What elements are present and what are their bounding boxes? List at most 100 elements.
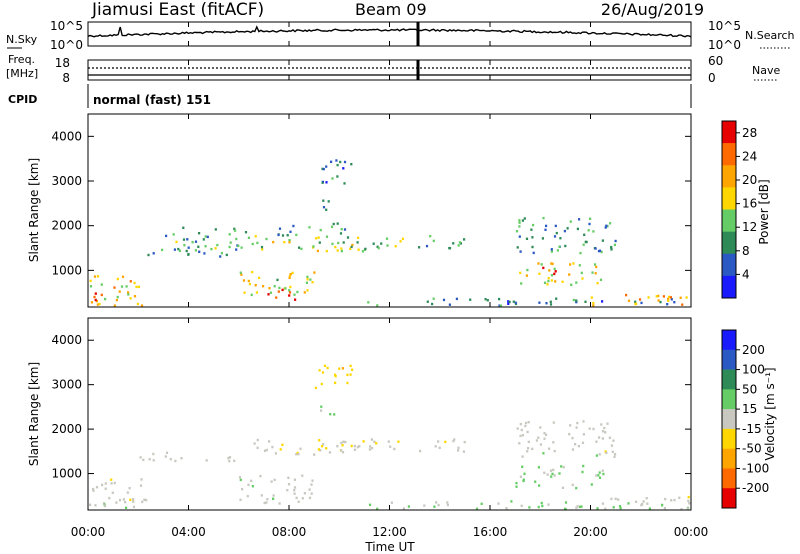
echo-cell — [293, 489, 296, 492]
echo-cell — [614, 239, 617, 243]
echo-cell — [321, 167, 324, 171]
echo-cell — [254, 235, 257, 238]
echo-cell — [306, 289, 309, 292]
echo-cell — [592, 304, 595, 307]
echo-cell — [289, 285, 292, 289]
echo-cell — [95, 299, 98, 303]
echo-cell — [272, 497, 275, 500]
echo-cell — [595, 454, 598, 457]
echo-cell — [554, 280, 557, 283]
echo-cell — [165, 234, 168, 238]
echo-cell — [604, 226, 607, 229]
echo-cell — [317, 448, 320, 451]
echo-cell — [550, 475, 553, 478]
echo-cell — [350, 163, 353, 166]
echo-cell — [610, 444, 613, 447]
echo-cell — [325, 208, 328, 211]
echo-cell — [337, 241, 340, 245]
nsearch-tick-top: 10^5 — [708, 19, 741, 33]
echo-cell — [98, 302, 101, 306]
echo-cell — [353, 444, 356, 448]
echo-cell — [670, 499, 673, 502]
echo-cell — [277, 290, 280, 293]
echo-cell — [214, 228, 217, 231]
echo-cell — [251, 270, 254, 274]
echo-cell — [268, 287, 271, 290]
echo-cell — [612, 506, 615, 509]
echo-cell — [315, 237, 318, 240]
echo-cell — [551, 472, 554, 476]
echo-cell — [523, 217, 526, 220]
echo-cell — [469, 298, 472, 301]
echo-cell — [604, 450, 607, 453]
colorbar-swatch — [722, 143, 736, 166]
colorbar-tick-label: 100 — [742, 363, 765, 377]
echo-cell — [595, 265, 598, 269]
colorbar-tick-label: -200 — [742, 481, 769, 495]
echo-cell — [667, 299, 670, 302]
echo-cell — [548, 447, 551, 450]
echo-cell — [327, 200, 330, 203]
echo-cell — [147, 253, 150, 257]
echo-cell — [597, 474, 600, 477]
echo-cell — [423, 504, 426, 507]
echo-cell — [334, 245, 337, 249]
echo-cell — [139, 456, 142, 459]
nsky-panel: 10^5 10^0 N.Sky 10^5 10^0 N.Search — [6, 19, 795, 52]
colorbar-swatch — [722, 349, 736, 370]
echo-cell — [540, 501, 543, 505]
echo-cell — [358, 445, 361, 448]
echo-cell — [219, 255, 222, 258]
echo-cell — [648, 507, 651, 510]
echo-cell — [516, 427, 519, 430]
echo-cell — [518, 219, 521, 222]
echo-cell — [657, 294, 660, 298]
echo-cell — [336, 445, 339, 448]
echo-cell — [600, 250, 603, 254]
date-title: 26/Aug/2019 — [601, 0, 704, 19]
echo-cell — [599, 278, 603, 281]
echo-cell — [321, 371, 324, 374]
echo-cell — [608, 436, 611, 439]
echo-cell — [598, 436, 601, 439]
echo-cell — [334, 373, 337, 376]
echo-cell — [584, 240, 587, 244]
echo-cell — [357, 248, 360, 251]
echo-cell — [601, 300, 604, 303]
x-tick-label: 00:00 — [71, 525, 106, 539]
echo-cell — [521, 465, 524, 468]
echo-cell — [306, 275, 309, 279]
echo-cell — [578, 218, 581, 221]
echo-cell — [204, 235, 207, 238]
echo-cell — [508, 300, 511, 304]
echo-cell — [334, 381, 337, 385]
echo-cell — [563, 229, 566, 233]
echo-cell — [562, 466, 565, 469]
x-axis-ticks: 00:00 04:00 08:00 12:00 16:00 20:00 00:00 — [71, 22, 708, 539]
echo-cell — [241, 488, 244, 491]
echo-cell — [547, 279, 550, 283]
colorbar-tick-label: 28 — [742, 126, 757, 140]
echo-cell — [96, 303, 99, 306]
x-tick-label: 12:00 — [372, 525, 407, 539]
echo-cell — [638, 298, 642, 301]
echo-cell — [346, 381, 349, 385]
echo-cell — [343, 182, 346, 185]
echo-cell — [679, 296, 682, 299]
velocity-colorbar: 200 100 50 15 -15 -50 -100 -200 — [721, 329, 769, 509]
echo-cell — [661, 504, 664, 507]
nsky-tick-bottom: 10^0 — [50, 38, 83, 52]
echo-cell — [545, 224, 548, 228]
echo-cell — [642, 500, 645, 503]
echo-cell — [594, 272, 597, 275]
echo-cell — [293, 293, 296, 296]
echo-cell — [542, 216, 545, 220]
echo-cell — [480, 502, 483, 505]
echo-cell — [598, 471, 601, 474]
echo-cell — [314, 386, 317, 390]
echo-cell — [288, 239, 291, 242]
echo-cell — [256, 446, 259, 449]
echo-cell — [259, 474, 262, 478]
echo-cell — [592, 230, 595, 233]
